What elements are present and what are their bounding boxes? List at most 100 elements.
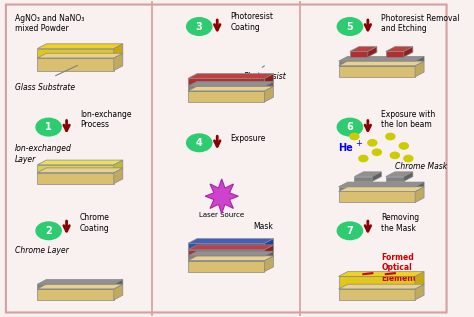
Polygon shape xyxy=(415,61,424,77)
Circle shape xyxy=(187,18,212,35)
Polygon shape xyxy=(368,47,377,57)
Polygon shape xyxy=(188,251,273,256)
Polygon shape xyxy=(404,47,413,57)
Polygon shape xyxy=(264,86,273,102)
Polygon shape xyxy=(264,74,273,86)
Text: 6: 6 xyxy=(346,122,353,132)
Polygon shape xyxy=(264,81,273,91)
Polygon shape xyxy=(355,177,373,181)
Polygon shape xyxy=(415,187,424,203)
Polygon shape xyxy=(188,86,273,91)
Circle shape xyxy=(337,18,363,35)
Text: 4: 4 xyxy=(196,138,202,148)
Polygon shape xyxy=(338,272,424,276)
Polygon shape xyxy=(415,284,424,300)
Text: 1: 1 xyxy=(45,122,52,132)
Polygon shape xyxy=(350,47,377,51)
Polygon shape xyxy=(37,58,114,70)
Polygon shape xyxy=(386,172,413,177)
Text: Formed
Optical
Elements: Formed Optical Elements xyxy=(382,253,421,282)
Polygon shape xyxy=(373,172,382,181)
Circle shape xyxy=(386,133,395,140)
Polygon shape xyxy=(350,51,368,57)
Text: 3: 3 xyxy=(196,22,202,31)
Text: Removing
the Mask: Removing the Mask xyxy=(382,213,419,233)
Polygon shape xyxy=(386,51,404,57)
Polygon shape xyxy=(114,44,123,58)
Polygon shape xyxy=(338,56,424,61)
Polygon shape xyxy=(386,177,404,181)
Polygon shape xyxy=(37,168,123,173)
Circle shape xyxy=(36,222,61,240)
Text: Mask: Mask xyxy=(253,222,273,230)
Polygon shape xyxy=(264,251,273,261)
Text: Ion-exchange
Process: Ion-exchange Process xyxy=(80,109,132,129)
Polygon shape xyxy=(37,280,123,284)
Text: Photoresist
Coating: Photoresist Coating xyxy=(231,12,273,31)
Polygon shape xyxy=(114,284,123,300)
Polygon shape xyxy=(338,187,415,191)
Polygon shape xyxy=(338,61,424,66)
Text: AgNO₃ and NaNO₃
mixed Powder: AgNO₃ and NaNO₃ mixed Powder xyxy=(15,14,84,33)
Text: Chrome
Coating: Chrome Coating xyxy=(80,213,110,233)
Polygon shape xyxy=(188,91,264,102)
Text: Glass Substrate: Glass Substrate xyxy=(15,83,75,92)
Polygon shape xyxy=(114,168,123,184)
Polygon shape xyxy=(37,289,114,300)
Circle shape xyxy=(337,222,363,240)
Text: +: + xyxy=(356,139,362,148)
Polygon shape xyxy=(37,284,123,289)
Polygon shape xyxy=(338,191,415,203)
Text: Chrome Mask: Chrome Mask xyxy=(395,162,447,171)
Circle shape xyxy=(350,133,359,140)
Polygon shape xyxy=(386,47,413,51)
Text: Chrome Layer: Chrome Layer xyxy=(15,247,69,256)
Polygon shape xyxy=(338,182,424,187)
Text: Laser Source: Laser Source xyxy=(199,212,244,218)
Polygon shape xyxy=(188,256,273,261)
Circle shape xyxy=(391,152,399,158)
Text: Photoresist
Layer: Photoresist Layer xyxy=(244,72,287,92)
Polygon shape xyxy=(355,172,382,177)
Polygon shape xyxy=(338,289,415,300)
FancyBboxPatch shape xyxy=(6,4,447,313)
Polygon shape xyxy=(188,261,264,272)
Polygon shape xyxy=(188,86,264,91)
Polygon shape xyxy=(264,245,273,256)
Polygon shape xyxy=(114,280,123,289)
Text: Exposure with
the Ion beam: Exposure with the Ion beam xyxy=(382,109,436,129)
Polygon shape xyxy=(264,256,273,272)
Circle shape xyxy=(187,134,212,152)
Polygon shape xyxy=(338,276,415,289)
Circle shape xyxy=(404,155,413,162)
Polygon shape xyxy=(415,182,424,191)
Polygon shape xyxy=(188,249,264,256)
Polygon shape xyxy=(338,61,415,66)
Polygon shape xyxy=(188,245,273,249)
Polygon shape xyxy=(37,53,123,58)
Polygon shape xyxy=(188,74,273,78)
Text: Photoresist Removal
and Etching: Photoresist Removal and Etching xyxy=(382,14,460,33)
Polygon shape xyxy=(188,78,264,86)
Text: 5: 5 xyxy=(346,22,353,31)
Polygon shape xyxy=(415,56,424,66)
Polygon shape xyxy=(404,172,413,181)
Circle shape xyxy=(359,155,368,162)
Polygon shape xyxy=(37,44,123,49)
Text: 7: 7 xyxy=(346,226,353,236)
Polygon shape xyxy=(37,160,123,165)
Circle shape xyxy=(36,118,61,136)
Text: 2: 2 xyxy=(45,226,52,236)
Circle shape xyxy=(368,140,377,146)
Polygon shape xyxy=(37,173,114,184)
Polygon shape xyxy=(188,81,273,86)
Text: He: He xyxy=(338,143,353,152)
Polygon shape xyxy=(37,165,114,173)
Circle shape xyxy=(399,143,408,149)
Polygon shape xyxy=(415,272,424,289)
Polygon shape xyxy=(37,49,114,58)
Polygon shape xyxy=(188,243,264,249)
Text: Exposure: Exposure xyxy=(231,133,266,143)
Polygon shape xyxy=(264,239,273,249)
Text: Ion-exchanged
Layer: Ion-exchanged Layer xyxy=(15,144,72,164)
